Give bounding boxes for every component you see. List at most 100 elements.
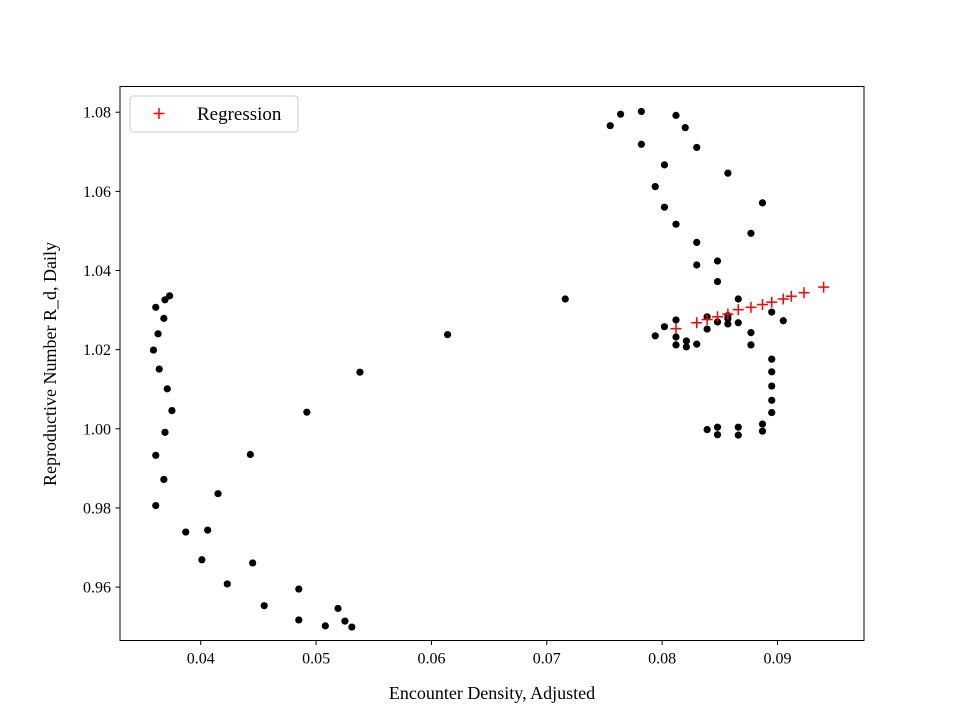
data-point xyxy=(703,325,711,333)
data-point xyxy=(214,490,222,498)
regression-point xyxy=(777,293,789,305)
data-point xyxy=(303,408,311,416)
data-point xyxy=(295,616,303,624)
data-point xyxy=(334,604,342,613)
data-point xyxy=(724,169,732,177)
data-point xyxy=(152,451,160,459)
data-point xyxy=(617,110,625,118)
regression-point xyxy=(766,296,778,308)
data-point xyxy=(768,355,776,363)
data-point xyxy=(724,320,732,328)
data-point xyxy=(651,183,659,191)
data-point xyxy=(672,220,680,228)
data-point xyxy=(734,431,742,439)
data-point xyxy=(182,528,190,536)
data-point xyxy=(660,323,669,331)
regression-point xyxy=(798,287,810,299)
y-axis-label: Reproductive Number R_d, Daily xyxy=(40,242,60,486)
y-tick-label: 1.06 xyxy=(83,184,111,201)
plot-area xyxy=(120,86,864,641)
regression-point xyxy=(691,317,703,329)
data-point xyxy=(660,161,669,169)
data-point xyxy=(713,423,722,431)
data-point xyxy=(681,124,689,132)
data-point xyxy=(734,423,742,431)
regression-point xyxy=(701,314,713,326)
data-point xyxy=(606,122,614,130)
data-point xyxy=(758,420,767,428)
data-point xyxy=(161,428,169,436)
legend-box xyxy=(129,95,299,133)
data-point xyxy=(672,333,680,341)
regression-point xyxy=(670,323,682,335)
regression-point xyxy=(785,290,797,302)
data-point xyxy=(356,368,364,376)
data-point xyxy=(703,425,711,434)
x-tick-label: 0.09 xyxy=(763,651,791,668)
regression-point xyxy=(818,281,830,293)
y-tick-label: 1.02 xyxy=(83,342,111,359)
data-point xyxy=(747,341,755,349)
x-tick-label: 0.06 xyxy=(417,651,445,668)
data-point xyxy=(693,143,701,152)
data-point xyxy=(443,331,452,339)
y-axis: 0.96 0.98 1.00 1.02 1.04 1.06 1.08 xyxy=(83,105,120,597)
data-point xyxy=(747,329,755,337)
data-point xyxy=(713,431,722,439)
x-axis: 0.04 0.05 0.06 0.07 0.08 0.09 xyxy=(187,640,791,668)
data-point xyxy=(768,382,776,390)
data-point xyxy=(713,277,722,286)
data-point xyxy=(693,238,701,247)
data-point xyxy=(341,617,349,625)
data-point xyxy=(713,257,722,265)
legend-regression-label: Regression xyxy=(197,104,282,125)
y-tick-label: 1.00 xyxy=(83,421,111,438)
data-point xyxy=(693,261,701,269)
regression-point xyxy=(722,308,734,320)
data-point xyxy=(734,319,742,327)
plot-frame xyxy=(119,86,865,641)
data-point xyxy=(747,229,755,237)
y-tick-label: 1.04 xyxy=(83,263,111,280)
data-point xyxy=(682,337,690,345)
data-point xyxy=(768,408,776,417)
data-point xyxy=(260,602,268,610)
data-point xyxy=(734,295,742,303)
data-point xyxy=(768,308,776,316)
data-point xyxy=(168,406,176,415)
data-point xyxy=(682,343,690,351)
data-point xyxy=(672,316,680,324)
chart-marks xyxy=(149,107,830,631)
regression-point xyxy=(712,311,724,323)
data-point xyxy=(348,623,356,631)
x-tick-label: 0.05 xyxy=(302,651,330,668)
y-tick-label: 1.08 xyxy=(83,105,111,122)
data-point xyxy=(779,317,787,325)
data-point xyxy=(672,111,680,119)
data-point xyxy=(204,526,212,534)
data-point xyxy=(637,107,645,116)
data-point xyxy=(660,203,669,211)
data-point xyxy=(154,330,162,338)
data-point xyxy=(768,396,776,404)
data-point xyxy=(672,341,680,349)
data-point xyxy=(160,314,168,322)
y-tick-label: 0.96 xyxy=(83,580,111,597)
data-point xyxy=(160,475,168,484)
data-point xyxy=(155,365,163,373)
y-tick-label: 0.98 xyxy=(83,500,111,517)
data-point xyxy=(561,295,569,303)
data-point xyxy=(246,450,254,459)
data-point xyxy=(637,140,645,148)
x-tick-label: 0.07 xyxy=(533,651,561,668)
data-point xyxy=(295,585,303,593)
data-point xyxy=(758,427,767,435)
data-point xyxy=(768,368,776,376)
data-point xyxy=(166,292,174,300)
data-point xyxy=(651,332,659,340)
data-point xyxy=(198,556,206,564)
data-point xyxy=(152,303,160,311)
data-point xyxy=(223,580,231,588)
x-tick-label: 0.04 xyxy=(187,651,215,668)
